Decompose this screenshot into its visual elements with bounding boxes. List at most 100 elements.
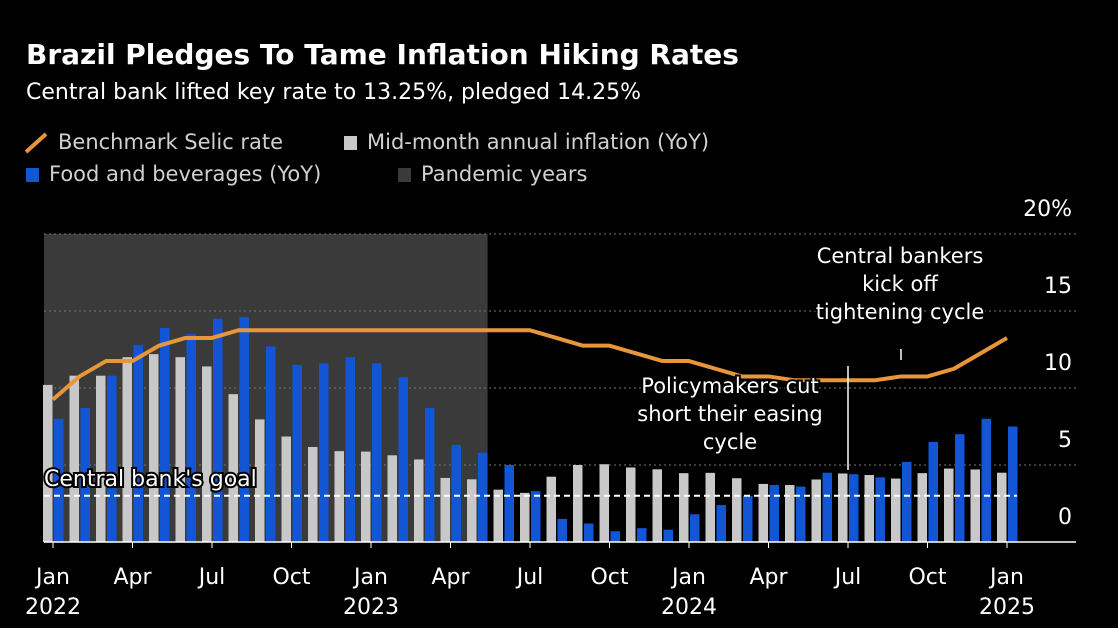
bar [758,483,768,542]
bar [690,514,700,542]
y-tick-label: 5 [1058,428,1072,453]
bar [43,384,53,542]
annotation-text: Central bankers [817,244,984,268]
bar [970,469,980,542]
y-tick-label: 15 [1044,274,1072,299]
bar [928,441,938,542]
bar [202,366,212,542]
bar [716,505,726,542]
annotation-text: tightening cycle [816,300,985,324]
x-tick-label: Jan [670,565,706,590]
bar [398,377,408,542]
bar [785,485,795,542]
bar [493,489,503,542]
bar [160,327,170,542]
x-tick-label: Oct [272,565,310,590]
bar [414,459,424,542]
bar [557,518,567,542]
x-year-label: 2023 [343,595,399,620]
goal-label: Central bank's goal [44,467,257,492]
x-tick-label: Oct [590,565,628,590]
chart-title: Brazil Pledges To Tame Inflation Hiking … [26,38,739,71]
bar [467,479,477,542]
bar [80,408,90,542]
bar [838,473,848,542]
x-year-label: 2022 [25,595,81,620]
x-year-label: 2024 [661,595,717,620]
bar [811,479,821,542]
bar [705,472,715,542]
bar [637,528,647,542]
bar [175,357,185,542]
bar [425,408,435,542]
bar [255,419,265,542]
legend-swatch [398,168,411,182]
bar [546,476,556,542]
bar [319,363,329,542]
legend-swatch [24,132,48,154]
annotation-text: cycle [703,430,757,454]
bar [732,478,742,542]
legend-swatch [26,168,39,182]
bar [796,486,806,542]
x-tick-label: Jul [197,565,226,590]
bar [387,455,397,542]
bar [239,317,249,542]
legend-swatch [344,136,357,150]
bar [626,467,636,542]
bar [345,357,355,542]
bar [96,375,106,542]
bar [292,364,302,542]
x-tick-label: Jan [352,565,388,590]
x-year-label: 2025 [979,595,1035,620]
bar [769,485,779,542]
x-tick-label: Jan [34,565,70,590]
legend-label: Mid-month annual inflation (YoY) [367,130,709,154]
chart-subtitle: Central bank lifted key rate to 13.25%, … [26,80,641,105]
bar [281,436,291,542]
bar [902,461,912,542]
legend-label: Food and beverages (YoY) [49,162,321,186]
bar [981,418,991,542]
bar [133,344,143,542]
bar [440,477,450,542]
bar [372,363,382,542]
bar [504,465,514,542]
bar [54,418,64,542]
x-tick-label: Jan [988,565,1024,590]
bar [849,474,859,542]
bar [917,473,927,542]
legend-label: Benchmark Selic rate [58,130,283,154]
bar [864,475,874,542]
x-tick-label: Apr [113,565,152,590]
bar [186,334,196,542]
bar [584,523,594,542]
x-tick-label: Jul [833,565,862,590]
bar [69,375,79,542]
bar [213,318,223,542]
bar [891,478,901,542]
annotation-text: short their easing [637,402,822,426]
bar [743,495,753,542]
y-tick-label: 20% [1023,197,1072,222]
bar [663,529,673,542]
bar [610,531,620,542]
y-tick-label: 0 [1058,505,1072,530]
bar [652,469,662,542]
annotation-text: kick off [862,272,938,296]
x-tick-label: Jul [515,565,544,590]
bar [599,464,609,542]
x-tick-label: Apr [431,565,470,590]
bar [573,465,583,542]
bar [1008,426,1018,542]
bar [451,444,461,542]
bar [531,491,541,542]
bar [944,468,954,542]
bar [266,346,276,542]
bar [122,357,132,542]
bar [107,375,117,542]
bar [361,451,371,542]
bar [875,477,885,542]
bar [520,492,530,542]
